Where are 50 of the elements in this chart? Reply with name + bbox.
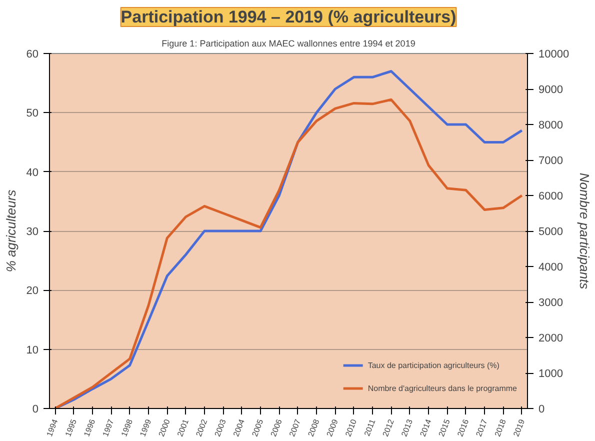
chart-title: Participation 1994 – 2019 (% agriculteurs) [120, 8, 456, 26]
legend-label: Nombre d'agriculteurs dans le programme [368, 384, 517, 392]
x-tick-label: 1995 [64, 418, 79, 438]
x-tick-label: 2008 [306, 418, 322, 438]
x-tick-label: 2007 [288, 418, 303, 438]
y-tick-label: 40 [26, 166, 39, 179]
y2-tick-label: 7000 [538, 155, 563, 167]
x-tick-label: 2016 [456, 418, 471, 438]
y-tick-label: 30 [26, 226, 39, 238]
y-tick-label: 20 [26, 285, 39, 298]
x-tick-label: 2012 [381, 418, 396, 438]
x-tick-label: 2010 [344, 418, 359, 438]
x-tick-label: 1999 [138, 418, 154, 438]
y2-tick-label: 5000 [538, 226, 563, 238]
y2-tick-label: 6000 [538, 190, 563, 202]
y-tick-label: 0 [32, 404, 39, 416]
x-tick-label: 2014 [418, 418, 434, 438]
x-tick-label: 2017 [474, 418, 490, 438]
y2-axis-title: Nombre participants [577, 172, 592, 290]
x-tick-label: 1994 [44, 418, 60, 438]
y2-tick-label: 8000 [538, 120, 563, 132]
y-tick-label: 50 [26, 108, 39, 120]
y2-tick-label: 3000 [538, 297, 563, 309]
y2-tick-label: 10000 [538, 48, 570, 60]
x-tick-label: 2000 [156, 418, 172, 438]
y-tick-label: 10 [26, 344, 39, 356]
y2-tick-label: 1000 [538, 368, 563, 380]
x-tick-label: 2002 [194, 418, 210, 438]
x-tick-label: 2018 [493, 418, 508, 438]
y2-tick-label: 2000 [538, 332, 563, 344]
y2-tick-label: 0 [538, 404, 545, 416]
y2-tick-label: 9000 [538, 84, 563, 96]
y-axis-title: % agriculteurs [3, 189, 18, 272]
x-tick-label: 1998 [120, 418, 135, 438]
x-tick-label: 1996 [82, 418, 98, 438]
chart-subtitle: Figure 1: Participation aux MAEC wallonnes entre 1994 et 2019 [162, 38, 416, 48]
x-tick-label: 2001 [176, 418, 191, 438]
legend-label: Taux de participation agriculteurs (%) [368, 360, 500, 370]
x-tick-label: 2004 [232, 418, 247, 438]
x-tick-label: 2015 [437, 418, 452, 438]
x-tick-label: 2005 [250, 418, 266, 438]
x-tick-label: 2019 [512, 418, 527, 438]
x-tick-label: 1997 [100, 418, 116, 438]
y2-tick-label: 4000 [538, 262, 563, 274]
x-tick-label: 2013 [400, 418, 415, 438]
y-tick-label: 60 [26, 48, 39, 60]
x-tick-label: 2009 [325, 418, 340, 438]
x-tick-label: 2011 [362, 418, 378, 438]
x-tick-label: 2003 [212, 418, 228, 438]
x-tick-label: 2006 [268, 418, 284, 438]
